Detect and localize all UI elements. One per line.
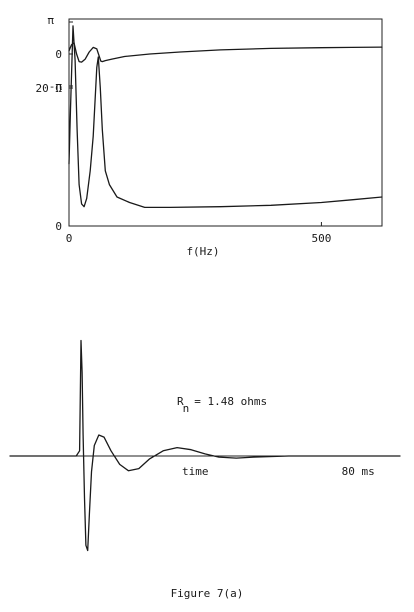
frequency-chart: π 0 -π 20 Ω 0 0 500 f(Hz) [36, 14, 383, 258]
magnitude-curve [68, 25, 383, 209]
y-tick-label-pi: π [47, 14, 54, 27]
figure-caption: Figure 7(a) [171, 587, 244, 600]
time-curves [9, 339, 401, 552]
frequency-x-axis-label: f(Hz) [186, 245, 219, 258]
phase-curve [68, 42, 383, 63]
frequency-x-tick-label: 0 [66, 232, 73, 245]
time-axis-label: time [182, 465, 209, 478]
resistance-annotation: Rn = 1.48 ohms [177, 395, 267, 415]
y-tick-label-phase-zero: 0 [55, 48, 62, 61]
y-tick-label-20-ohm: 20 Ω [36, 82, 63, 95]
frequency-chart-frame [68, 18, 383, 227]
resistance-subscript: n [183, 402, 190, 415]
y-tick-label-magnitude-zero: 0 [55, 220, 62, 233]
time-x-tick-label-80ms: 80 ms [342, 465, 375, 478]
frequency-curves [68, 25, 383, 209]
resistance-value: = 1.48 ohms [194, 395, 267, 408]
resistance-symbol: R [177, 395, 184, 408]
frequency-x-tick-label: 500 [311, 232, 331, 245]
time-chart: time 80 ms Rn = 1.48 ohms [9, 339, 401, 552]
pulse-curve [9, 339, 401, 552]
frequency-x-ticks: 0 500 [66, 222, 331, 245]
y-tick-label-minus-pi: -π [49, 80, 63, 93]
